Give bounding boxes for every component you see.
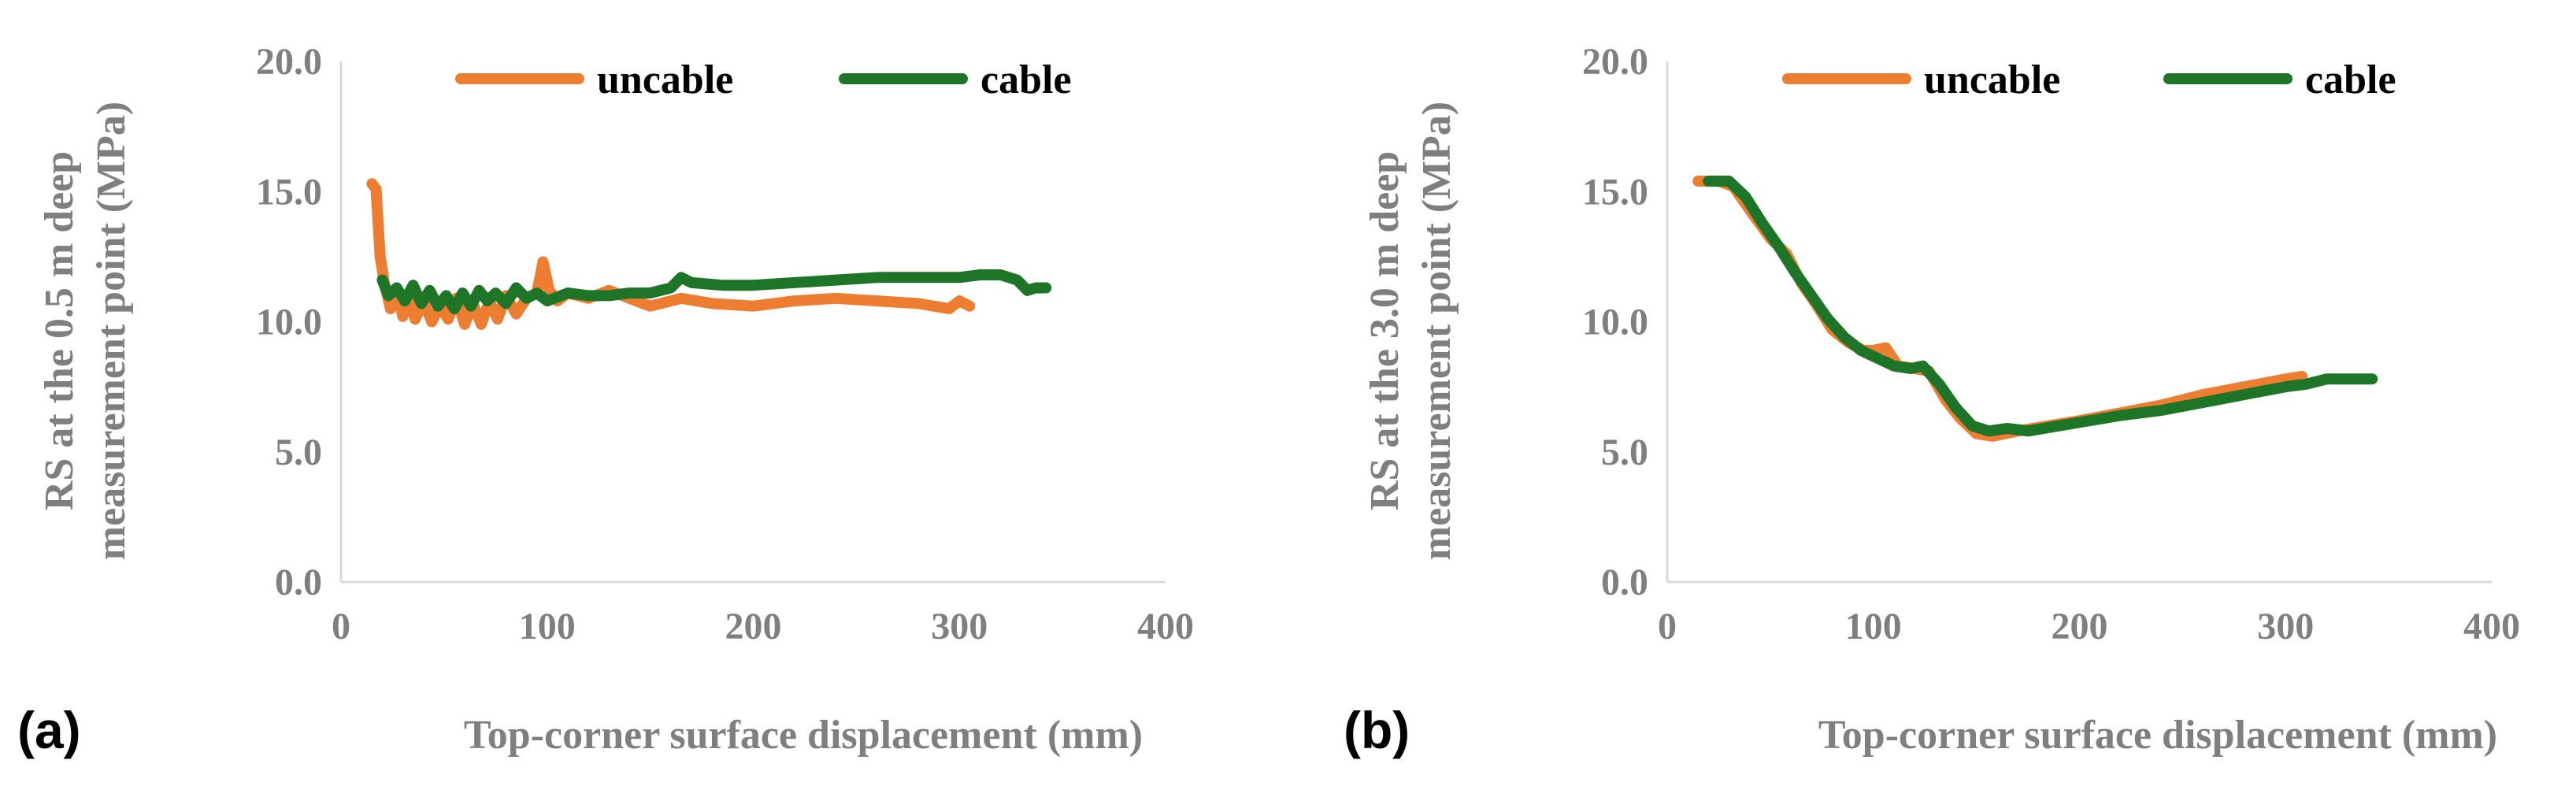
legend: uncable cable (455, 57, 1072, 102)
y-tick-label: 5.0 (1601, 432, 1648, 473)
series-lines (1692, 176, 2378, 442)
x-tick-labels: 0 100 200 300 400 (1658, 606, 2520, 647)
x-tick-label: 100 (1845, 606, 1902, 647)
series-line-cable (1703, 176, 2378, 437)
y-tick-label: 15.0 (1582, 171, 1648, 213)
legend-label-cable: cable (2305, 57, 2396, 102)
panel-label: (a) (17, 701, 81, 759)
y-tick-labels: 0.0 5.0 10.0 15.0 20.0 (256, 41, 322, 603)
y-axis-title-line2: measurement point (MPa) (1414, 102, 1459, 561)
legend-label-uncable: uncable (597, 57, 733, 102)
x-tick-labels: 0 100 200 300 400 (332, 606, 1194, 647)
x-tick-label: 300 (2257, 606, 2314, 647)
series-lines (366, 178, 1052, 330)
legend: uncable cable (1782, 57, 2396, 102)
y-axis-title-line1: RS at the 3.0 m deep (1362, 151, 1407, 510)
x-tick-label: 300 (931, 606, 988, 647)
y-tick-label: 15.0 (256, 171, 322, 213)
y-tick-label: 10.0 (256, 302, 322, 343)
y-tick-label: 20.0 (1582, 41, 1648, 83)
x-tick-label: 400 (1137, 606, 1194, 647)
panel-a: 0.0 5.0 10.0 15.0 20.0 0 100 200 300 400 uncable… (17, 41, 1194, 759)
y-tick-label: 0.0 (1601, 562, 1648, 603)
panel-label: (b) (1344, 701, 1410, 759)
y-axis-title-line1: RS at the 0.5 m deep (37, 151, 82, 510)
legend-label-uncable: uncable (1924, 57, 2060, 102)
panel-b: 0.0 5.0 10.0 15.0 20.0 0 100 200 300 400 uncable… (1344, 41, 2520, 759)
x-tick-label: 0 (332, 606, 350, 647)
x-axis-title: Top-corner surface displacement (mm) (464, 713, 1143, 758)
y-tick-label: 10.0 (1582, 302, 1648, 343)
x-tick-label: 200 (725, 606, 782, 647)
x-tick-label: 400 (2463, 606, 2520, 647)
series-line-cable (376, 269, 1052, 314)
y-tick-label: 5.0 (275, 432, 322, 473)
y-tick-label: 20.0 (256, 41, 322, 83)
x-axis-title: Top-corner surface displacement (mm) (1818, 713, 2497, 758)
x-tick-label: 200 (2052, 606, 2108, 647)
y-tick-label: 0.0 (275, 562, 322, 603)
x-tick-label: 0 (1658, 606, 1677, 647)
y-axis-title-line2: measurement point (MPa) (89, 102, 134, 561)
legend-label-cable: cable (980, 57, 1072, 102)
x-tick-label: 100 (519, 606, 576, 647)
y-tick-labels: 0.0 5.0 10.0 15.0 20.0 (1582, 41, 1648, 603)
